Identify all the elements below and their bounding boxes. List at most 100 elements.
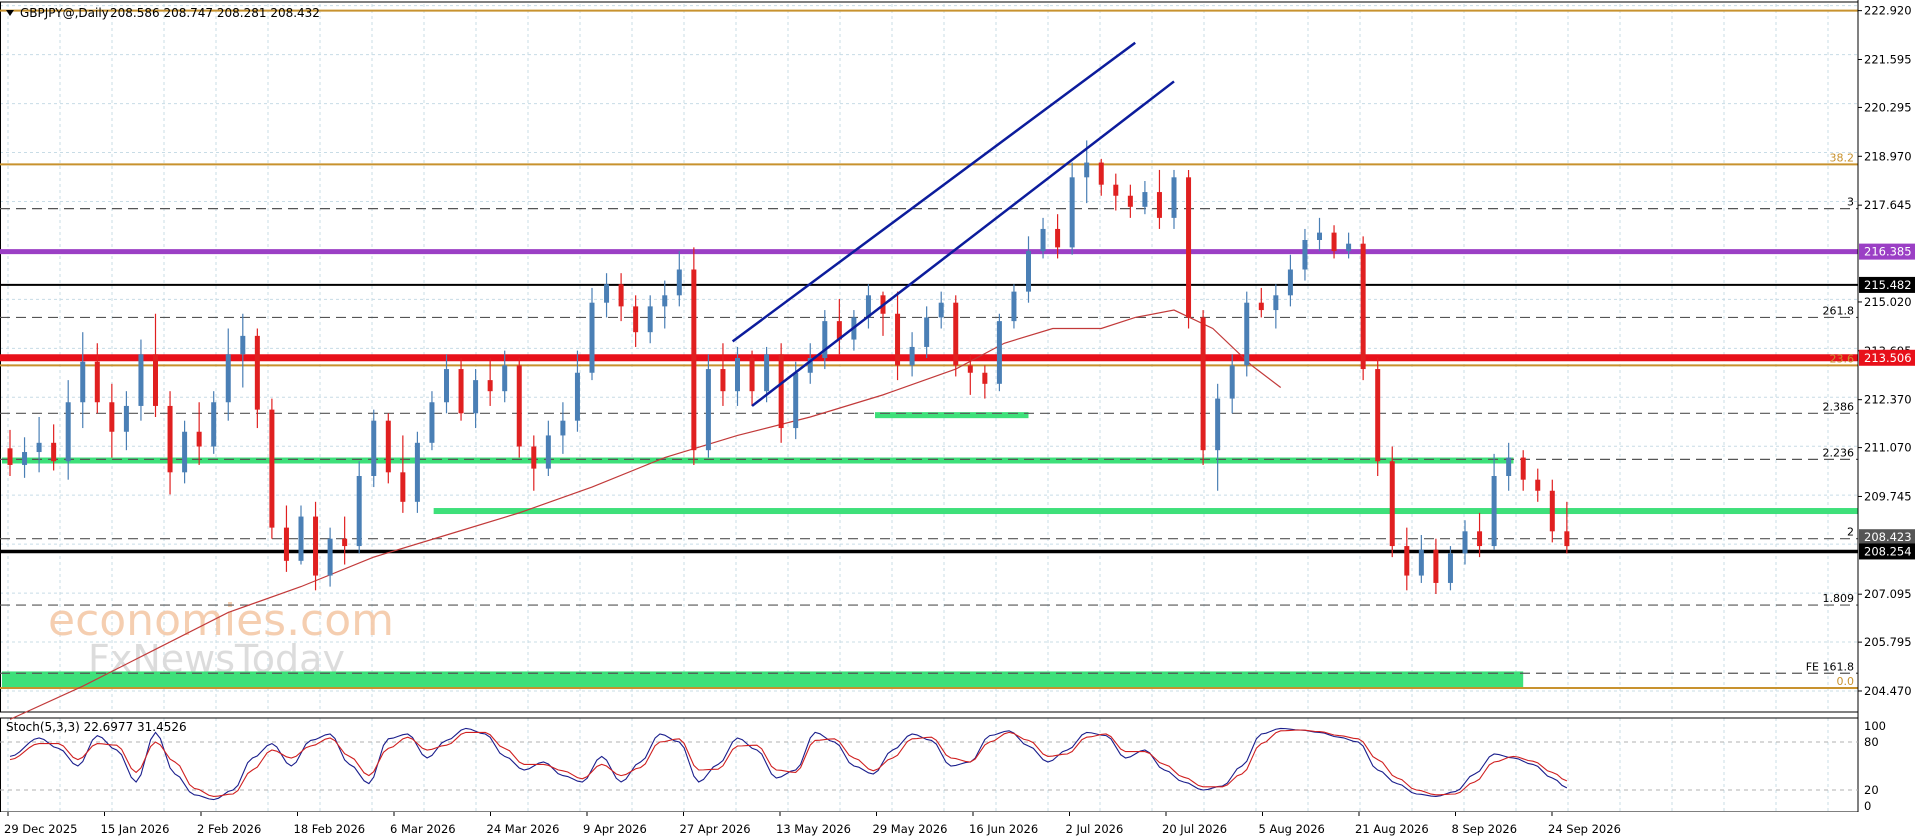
candle-bull	[502, 365, 508, 392]
candle-bull	[327, 538, 333, 576]
candle-bull	[414, 442, 420, 502]
date-tick-label: 20 Jul 2026	[1162, 822, 1227, 836]
candle-bear	[516, 365, 522, 447]
price-tag-label: 208.423	[1864, 530, 1912, 544]
date-tick-label: 5 Aug 2026	[1259, 822, 1325, 836]
price-tag-label: 213.506	[1864, 351, 1912, 365]
date-tick-label: 29 Dec 2025	[4, 822, 77, 836]
candle-bull	[1346, 243, 1352, 252]
price-tick-label: 205.795	[1864, 635, 1912, 649]
candle-bear	[51, 442, 57, 462]
candle-bull	[429, 402, 435, 443]
channel-line	[751, 80, 1175, 407]
candle-bear	[749, 358, 755, 392]
candle-bear	[385, 420, 391, 473]
candle-bear	[313, 516, 319, 576]
candle-bull	[80, 361, 86, 403]
candle-bull	[211, 402, 217, 447]
candle-bull	[1215, 398, 1221, 451]
date-tick-label: 15 Jan 2026	[101, 822, 170, 836]
candle-bear	[836, 321, 842, 340]
date-tick-label: 24 Sep 2026	[1548, 822, 1621, 836]
chart-header: GBPJPY@,Daily 208.586 208.747 208.281 20…	[6, 6, 320, 20]
candle-bear	[1127, 195, 1133, 207]
candle-bear	[153, 354, 158, 406]
candle-bull	[123, 405, 129, 432]
candle-bear	[1055, 228, 1061, 248]
date-tick-label: 24 Mar 2026	[487, 822, 560, 836]
price-tag	[1859, 349, 1915, 366]
candle-bull	[1317, 232, 1322, 240]
candle-bull	[1171, 177, 1177, 218]
stochastic-title: Stoch(5,3,3) 22.6977 31.4526	[6, 720, 187, 734]
candle-bear	[1156, 192, 1162, 218]
candle-bull	[240, 335, 246, 355]
candle-bear	[1098, 162, 1104, 185]
level-labels: 38.2 3 261.8 23.6 2.386 2.236 2 1.809 FE 161.8 0.…	[1806, 151, 1854, 688]
candle-bear	[633, 306, 639, 333]
level-label: 2	[1847, 526, 1854, 539]
candle-bear	[400, 472, 406, 502]
price-tick-label: 220.295	[1864, 100, 1912, 114]
date-axis: 29 Dec 2025 15 Jan 2026 2 Feb 2026 18 Feb 2…	[0, 812, 1858, 840]
candle-bull	[1142, 192, 1148, 207]
price-tick-label: 218.970	[1864, 149, 1912, 163]
candle-bear	[1331, 232, 1337, 252]
moving-average	[9, 309, 1282, 720]
axis-background	[1858, 0, 1916, 840]
candle-bull	[356, 476, 362, 547]
stochastic-signal-line	[9, 729, 1568, 797]
candle-bear	[342, 538, 348, 547]
candle-bear	[254, 335, 260, 410]
candle-bear	[283, 527, 289, 561]
candle-bear	[7, 448, 13, 465]
candle-bull	[1244, 302, 1250, 366]
candle-bear	[1375, 369, 1381, 462]
candle-bull	[604, 284, 610, 303]
price-tag	[1859, 276, 1915, 293]
level-label: 2.236	[1823, 446, 1855, 459]
price-tick-label: 217.645	[1864, 198, 1912, 212]
candle-bull	[22, 452, 28, 465]
price-tick-label: 222.920	[1864, 4, 1912, 18]
candle-bear	[967, 365, 973, 373]
candle-bull	[909, 346, 915, 366]
price-tick-label: 209.745	[1864, 489, 1912, 503]
candle-bear	[953, 302, 959, 366]
candle-bear	[269, 409, 275, 528]
candle-bull	[36, 442, 42, 453]
chevron-down-icon[interactable]	[6, 10, 14, 16]
candle-bull	[705, 369, 711, 451]
candle-bear	[1433, 549, 1439, 583]
date-tick-label: 27 Apr 2026	[680, 822, 751, 836]
price-tag-label: 208.254	[1864, 544, 1912, 558]
date-tick-label: 2 Feb 2026	[197, 822, 261, 836]
price-tick-label: 204.470	[1864, 684, 1912, 698]
candle-bull	[865, 295, 871, 318]
candle-bull	[589, 302, 595, 373]
candle-bear	[458, 369, 464, 414]
candle-bear	[1477, 531, 1483, 547]
candle-bull	[574, 372, 580, 421]
candle-bull	[473, 380, 479, 414]
support-zones	[2, 412, 1916, 689]
candle-bull	[662, 295, 668, 307]
candle-bull	[560, 420, 566, 436]
candle-bull	[371, 420, 377, 476]
price-tag	[1859, 543, 1915, 560]
candle-bull	[545, 435, 551, 469]
price-tick-label: 211.070	[1864, 441, 1912, 455]
candle-bear	[1389, 461, 1395, 547]
candle-bull	[225, 354, 231, 403]
candle-bear	[167, 405, 173, 473]
candle-bull	[1506, 457, 1512, 476]
candle-bull	[807, 358, 813, 373]
candle-bull	[1011, 291, 1017, 322]
candle-bull	[938, 302, 944, 318]
level-label: 3	[1847, 196, 1854, 209]
candle-bull	[1462, 531, 1468, 554]
date-tick-label: 21 Aug 2026	[1355, 822, 1429, 836]
level-label: 261.8	[1823, 304, 1855, 317]
watermark: economies.com FxNewsToday	[48, 595, 394, 681]
